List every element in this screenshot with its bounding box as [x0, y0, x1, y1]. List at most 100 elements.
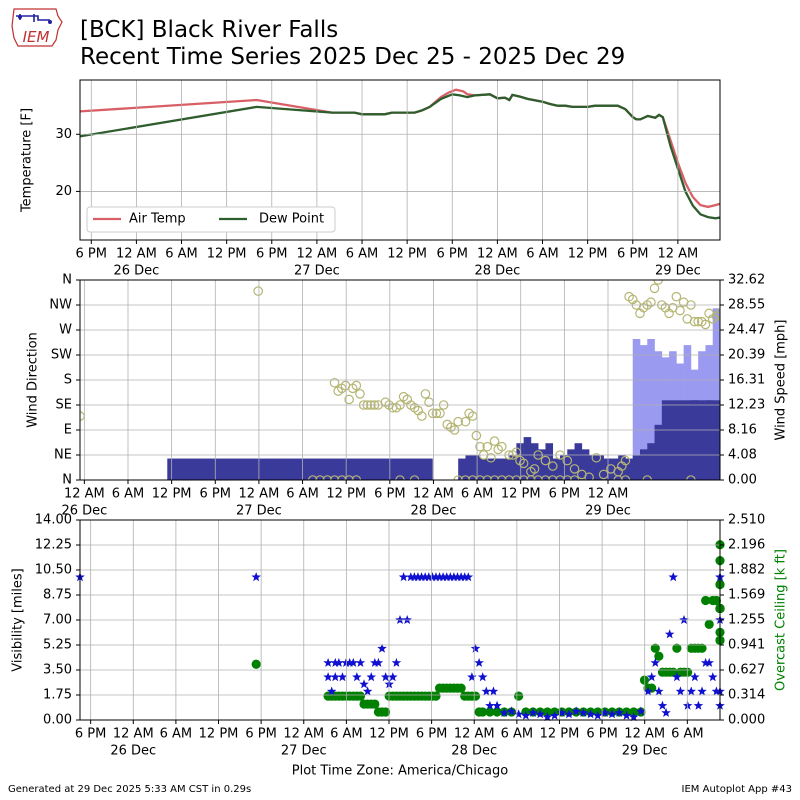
- wind-speed-bar: [698, 413, 706, 480]
- vis-date-label: 29 Dec: [622, 744, 668, 759]
- vis-tick-label: 8.75: [43, 588, 72, 603]
- vis-xtick-label: 6 AM: [501, 727, 534, 742]
- wind-direction-point: [472, 431, 480, 439]
- ceiling-tick-label: 0.627: [728, 663, 765, 678]
- wind-xtick-label: 12 AM: [588, 487, 629, 502]
- temp-xtick-label: 6 AM: [165, 247, 198, 262]
- wind-speed-tick-label: 24.47: [728, 323, 765, 338]
- wind-speed-tick-label: 16.31: [728, 373, 765, 388]
- vis-tick-label: 14.00: [35, 513, 72, 528]
- wind-dir-tick-label: SW: [51, 348, 72, 363]
- wind-xtick-label: 6 AM: [286, 487, 319, 502]
- temp-xtick-label: 12 AM: [116, 247, 157, 262]
- visibility-point: [697, 686, 707, 695]
- visibility-point: [395, 615, 405, 624]
- wind-xtick-label: 6 PM: [200, 487, 231, 502]
- ceiling-tick-label: 2.196: [728, 538, 765, 553]
- vis-tick-label: 1.75: [43, 688, 72, 703]
- visibility-point: [474, 658, 484, 667]
- vis-date-label: 26 Dec: [110, 744, 156, 759]
- ceiling-point: [356, 691, 365, 700]
- temp-ytick-label: 20: [55, 184, 72, 199]
- wind-dir-tick-label: N: [62, 273, 72, 288]
- visibility-point: [489, 686, 499, 695]
- ceiling-tick-label: 2.510: [728, 513, 765, 528]
- ceiling-point: [431, 691, 440, 700]
- wind-speed-tick-label: 28.55: [728, 298, 765, 313]
- wind-speed-tick-label: 32.62: [728, 273, 765, 288]
- visibility-point: [482, 686, 492, 695]
- ceiling-point: [471, 691, 480, 700]
- wind-speed-bar: [691, 400, 699, 480]
- visibility-point: [669, 572, 679, 581]
- legend-air-temp-label: Air Temp: [129, 212, 186, 227]
- visibility-point: [323, 672, 333, 681]
- footer-generated: Generated at 29 Dec 2025 5:33 AM CST in …: [8, 784, 251, 795]
- wind-speed-tick-label: 4.08: [728, 448, 757, 463]
- wind-speed-bar: [684, 419, 692, 480]
- wind-speed-tick-label: 0.00: [728, 473, 757, 488]
- visibility-point: [402, 615, 412, 624]
- visibility-point: [356, 658, 366, 667]
- visibility-point: [694, 701, 704, 710]
- temp-xtick-label: 6 PM: [617, 247, 648, 262]
- wind-xtick-label: 12 AM: [64, 487, 105, 502]
- visibility-point: [359, 679, 369, 688]
- temp-xtick-label: 12 AM: [657, 247, 698, 262]
- ceiling-tick-label: 1.569: [728, 588, 765, 603]
- wind-speed-bar: [676, 406, 684, 480]
- visibility-point: [661, 708, 671, 717]
- wind-speed-bar: [589, 455, 604, 480]
- visibility-point: [687, 686, 697, 695]
- visibility-point: [676, 686, 686, 695]
- vis-tick-label: 10.50: [35, 563, 72, 578]
- vis-xtick-label: 6 AM: [671, 727, 704, 742]
- vis-xtick-label: 12 AM: [113, 727, 154, 742]
- wind-direction-point: [676, 306, 684, 314]
- wind-date-label: 29 Dec: [585, 504, 631, 519]
- temp-xtick-label: 12 PM: [387, 247, 427, 262]
- wind-dir-tick-label: NE: [54, 448, 72, 463]
- wind-speed-ylabel: Wind Speed [mph]: [774, 320, 789, 441]
- temp-date-label: 28 Dec: [474, 264, 520, 279]
- visibility-point: [331, 672, 341, 681]
- temp-ytick-label: 30: [55, 127, 72, 142]
- temp-xtick-label: 6 PM: [437, 247, 468, 262]
- vis-xtick-label: 12 AM: [624, 727, 665, 742]
- visibility-point: [665, 629, 675, 638]
- visibility-point: [658, 701, 668, 710]
- temp-xtick-label: 6 PM: [76, 247, 107, 262]
- wind-xtick-label: 12 PM: [326, 487, 366, 502]
- wind-xtick-label: 6 PM: [374, 487, 405, 502]
- wind-xtick-label: 12 AM: [413, 487, 454, 502]
- visibility-point: [478, 672, 488, 681]
- temp-date-label: 29 Dec: [655, 264, 701, 279]
- vis-tick-label: 7.00: [43, 613, 72, 628]
- wind-speed-bar: [713, 406, 721, 480]
- wind-speed-bar: [705, 400, 713, 480]
- temp-xtick-label: 6 AM: [346, 247, 379, 262]
- vis-tick-label: 12.25: [35, 538, 72, 553]
- ceiling-tick-label: 0.314: [728, 688, 765, 703]
- wind-dir-tick-label: W: [59, 323, 72, 338]
- visibility-point: [338, 672, 348, 681]
- vis-xtick-label: 6 PM: [586, 727, 617, 742]
- wind-xtick-label: 12 PM: [501, 487, 541, 502]
- temp-date-label: 27 Dec: [294, 264, 340, 279]
- ceiling-point: [705, 620, 714, 629]
- ceiling-point: [252, 660, 261, 669]
- vis-date-label: 27 Dec: [281, 744, 327, 759]
- wind-dir-tick-label: E: [64, 423, 72, 438]
- wind-direction-point: [490, 437, 498, 445]
- vis-xtick-label: 12 AM: [283, 727, 324, 742]
- temp-xtick-label: 12 PM: [568, 247, 608, 262]
- wind-direction-point: [254, 287, 262, 295]
- temp-xtick-label: 6 PM: [256, 247, 287, 262]
- ceiling-ylabel: Overcast Ceiling [k ft]: [774, 549, 789, 691]
- vis-xtick-label: 6 AM: [160, 727, 193, 742]
- wind-direction-ylabel: Wind Direction: [26, 332, 41, 428]
- temp-xtick-label: 6 AM: [526, 247, 559, 262]
- vis-xtick-label: 6 PM: [75, 727, 106, 742]
- visibility-point: [392, 658, 402, 667]
- temp-xtick-label: 12 AM: [296, 247, 337, 262]
